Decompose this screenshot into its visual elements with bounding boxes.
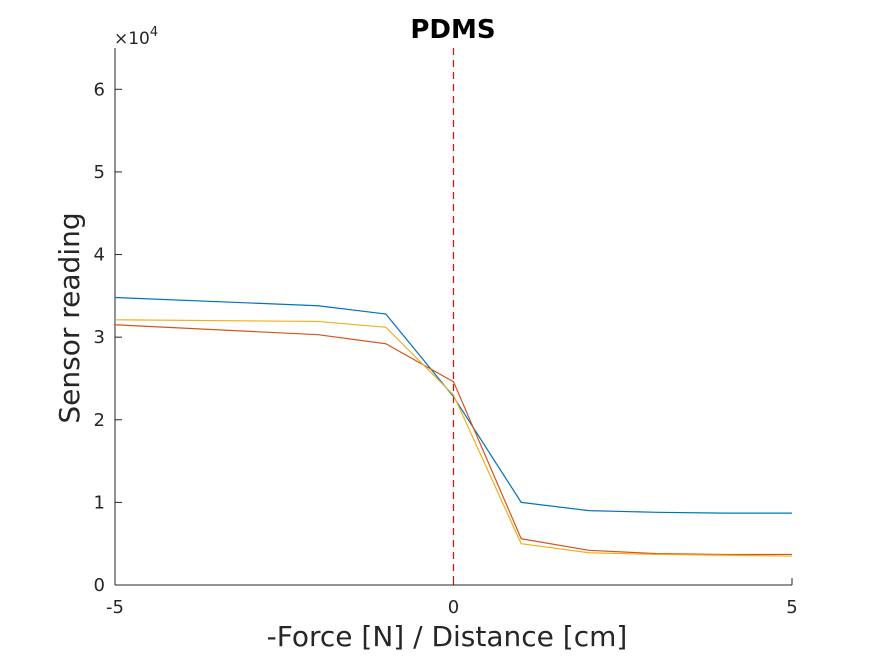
series-line-2	[114, 324, 792, 556]
y-tick-label: 2	[94, 410, 105, 431]
chart-title: PDMS	[410, 15, 495, 45]
x-tick-label: 0	[448, 597, 459, 618]
x-axis-label: -Force [N] / Distance [cm]	[267, 620, 628, 653]
y-tick-label: 0	[94, 575, 105, 596]
x-ticks: -5 0 5	[106, 578, 798, 618]
x-tick-label: -5	[106, 597, 124, 618]
y-tick-label: 6	[94, 79, 105, 100]
series-line-3	[114, 319, 793, 557]
y-tick-label: 3	[94, 327, 105, 348]
y-tick-label: 5	[94, 162, 105, 183]
y-tick-label: 4	[94, 245, 105, 266]
series-lines	[114, 296, 793, 557]
y-axis-multiplier: ×104	[114, 25, 158, 49]
y-tick-label: 1	[94, 492, 105, 513]
y-axis-label: Sensor reading	[53, 212, 86, 423]
y-ticks: 0 1 2 3 4 5 6	[94, 79, 122, 596]
series-line-1	[114, 296, 792, 514]
x-tick-label: 5	[786, 597, 797, 618]
